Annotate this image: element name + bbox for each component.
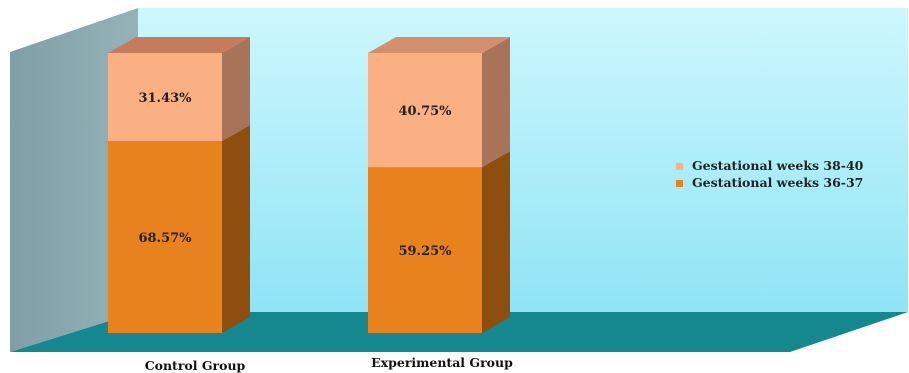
data-label-experimental-36-37: 59.25%: [398, 244, 452, 259]
bar-segment-experimental-38-40: [368, 53, 482, 168]
bar-side-control-38-40: [222, 37, 250, 142]
legend-label-38-40: Gestational weeks 38-40: [692, 158, 864, 173]
bar-segment-experimental-36-37: [368, 167, 482, 333]
chart-side-wall: [10, 8, 138, 352]
chart-back-wall: [138, 8, 908, 312]
bar-side-control-36-37: [222, 125, 250, 333]
legend-swatch-36-37: [676, 180, 683, 187]
bar-segment-control-36-37: [108, 141, 222, 333]
bar-top-experimental: [368, 37, 510, 53]
category-label-experimental: Experimental Group: [371, 355, 513, 370]
data-label-experimental-38-40: 40.75%: [398, 104, 452, 119]
bar-top-control: [108, 37, 250, 53]
legend-swatch-38-40: [676, 163, 683, 170]
data-label-control-38-40: 31.43%: [138, 91, 192, 106]
data-label-control-36-37: 68.57%: [138, 231, 192, 246]
category-label-control: Control Group: [145, 358, 246, 373]
bar-side-experimental-36-37: [482, 151, 510, 333]
legend: Gestational weeks 38-40 Gestational week…: [676, 158, 864, 190]
bar-side-experimental-38-40: [482, 37, 510, 168]
bar-segment-control-38-40: [108, 53, 222, 142]
bars-group: 68.57% 31.43% 59.25% 40.75%: [108, 37, 510, 333]
legend-label-36-37: Gestational weeks 36-37: [692, 175, 863, 190]
